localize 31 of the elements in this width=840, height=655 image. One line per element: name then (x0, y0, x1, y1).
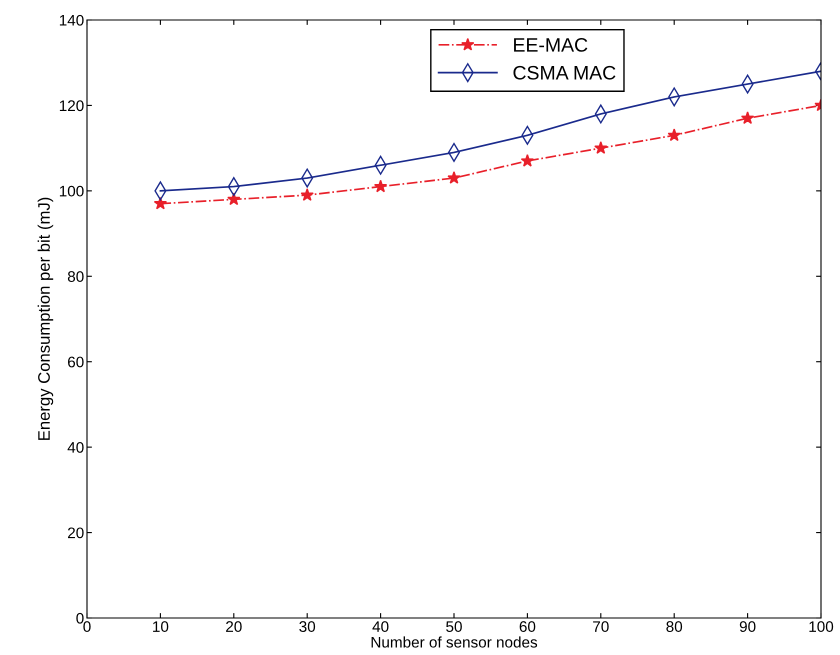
x-tick-label: 50 (446, 621, 462, 632)
x-tick-label: 20 (226, 621, 242, 632)
y-tick-label: 0 (76, 612, 84, 624)
point (740, 111, 754, 124)
point (520, 154, 534, 167)
y-tick-label: 140 (60, 14, 84, 26)
y-tick-label: 20 (68, 527, 84, 538)
point (594, 141, 608, 154)
y-tick-label: 100 (60, 186, 84, 197)
point (447, 171, 461, 184)
point (374, 180, 388, 192)
y-tick-label: 120 (60, 100, 84, 112)
x-axis-title: Number of sensor nodes (372, 636, 538, 648)
point (300, 188, 314, 201)
x-tick-label: 0 (83, 621, 91, 632)
y-tick-label: 80 (68, 271, 84, 282)
x-tick-label: 30 (299, 621, 316, 632)
x-tick-label: 10 (153, 621, 168, 632)
legend-label: EE-MAC (514, 38, 588, 52)
legend-label: CSMA MAC (513, 66, 616, 80)
point (154, 196, 168, 210)
y-tick-label: 60 (68, 356, 84, 368)
point (668, 128, 681, 142)
x-tick-label: 80 (666, 621, 682, 632)
y-tick-label: 40 (68, 442, 84, 453)
x-tick-label: 60 (520, 621, 536, 632)
x-tick-label: 100 (809, 621, 834, 632)
x-tick-label: 70 (593, 621, 609, 632)
x-tick-label: 90 (740, 621, 756, 632)
y-axis-title: Energy Consumption per bit (mJ) (38, 198, 54, 440)
x-tick-label: 40 (372, 621, 388, 632)
